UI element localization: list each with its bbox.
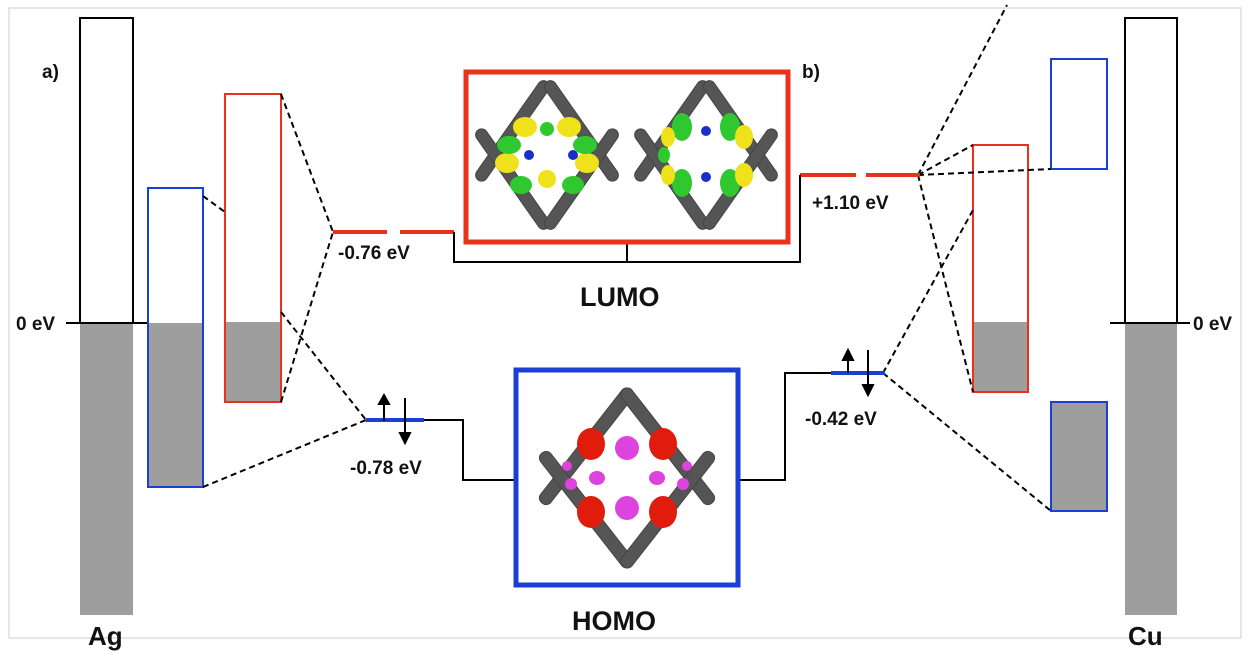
lumo-orbital-molecules (475, 80, 778, 230)
dash-ag-red-mid-to-homo (280, 311, 367, 421)
homo-cu-energy: -0.42 eV (805, 409, 877, 430)
dash-ag-blue-to-red-top (202, 195, 226, 213)
dash-cu-lumo-to-blue-top (917, 168, 1052, 176)
homo-ag-connector (424, 419, 516, 481)
ag-label: Ag (88, 621, 123, 651)
homo-orbital-molecule (538, 387, 716, 569)
lumo-cu-energy: +1.10 eV (812, 193, 889, 214)
nitrogen-atom (701, 172, 711, 182)
molecule-frame (475, 80, 619, 230)
homo-ag-spin-arrows (377, 392, 412, 446)
lumo-lobes-a (495, 117, 599, 188)
homo-label: HOMO (572, 606, 656, 636)
dash-cu-homo-to-red (882, 209, 974, 374)
ag-lumo-band-outline (224, 93, 282, 403)
cu-lower-homo-band-filled (1051, 402, 1107, 511)
homo-lobes-b (562, 436, 692, 520)
lumo-molecule-right (634, 80, 778, 230)
cu-lumo-band-filled (973, 322, 1028, 392)
ag-fermi-label: 0 eV (16, 314, 55, 335)
lumo-orbital-box (463, 69, 791, 245)
cu-upper-homo-band (1050, 58, 1108, 170)
homo-lobes-a (577, 428, 677, 528)
lumo-ag-energy: -0.76 eV (338, 243, 410, 264)
dash-ag-red-top-to-lumo (280, 93, 334, 233)
dash-cu-lumo-to-red-top (917, 144, 974, 176)
ag-lumo-band-filled (225, 322, 281, 402)
homo-cu-connector (738, 372, 831, 481)
lumo-lobes-b (497, 122, 597, 194)
panel-a-tag: a) (42, 62, 59, 83)
dash-cu-lumo-to-red-bottom (917, 174, 974, 393)
lumo-lobes-b (658, 113, 740, 197)
panel-b-tag: b) (802, 62, 820, 83)
ag-homo-band-filled (148, 323, 203, 487)
cu-fermi-label: 0 eV (1193, 314, 1232, 335)
lumo-molecule-left (475, 80, 619, 230)
cu-label: Cu (1128, 621, 1163, 651)
nitrogen-atom (524, 150, 534, 160)
cu-unoccupied-band (1124, 17, 1178, 324)
ag-homo-band-outline (147, 187, 204, 488)
ag-homo-band (147, 187, 204, 488)
homo-cu-spin-arrows (841, 347, 875, 398)
lumo-label: LUMO (580, 282, 659, 312)
nitrogen-atom (701, 126, 711, 136)
nitrogen-atom (568, 150, 578, 160)
dash-cu-homo-to-blue-bottom (882, 372, 1052, 512)
cu-metal-band (1110, 17, 1190, 615)
ag-unoccupied-band (79, 17, 134, 324)
cu-lower-homo-band (1050, 401, 1108, 512)
cu-lumo-band-outline (972, 144, 1029, 393)
cu-lumo-band (972, 144, 1029, 393)
ag-occupied-band (80, 323, 133, 615)
cu-occupied-band (1125, 323, 1177, 615)
dash-cu-lumo-to-top (917, 4, 1008, 176)
ag-lumo-band (224, 93, 282, 403)
figure-frame (8, 7, 1242, 639)
dash-ag-blue-bottom-to-homo (202, 419, 367, 488)
ag-metal-band (66, 17, 147, 615)
cu-lower-homo-band-outline (1050, 401, 1108, 512)
lumo-lobes-a (661, 125, 753, 187)
correlation-lines (202, 4, 1052, 512)
homo-ag-energy: -0.78 eV (350, 458, 422, 479)
dash-ag-red-bottom-to-lumo (280, 231, 334, 403)
